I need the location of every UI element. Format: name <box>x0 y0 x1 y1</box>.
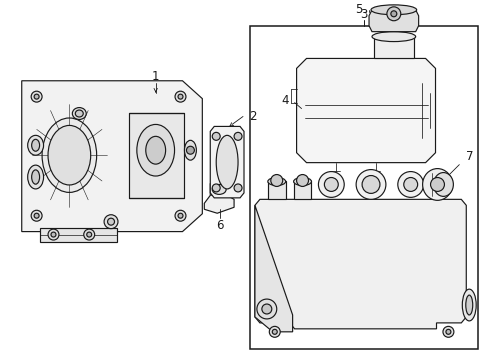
Circle shape <box>234 184 242 192</box>
Polygon shape <box>21 81 202 231</box>
Circle shape <box>390 11 396 17</box>
Circle shape <box>234 132 242 140</box>
Circle shape <box>212 132 220 140</box>
Circle shape <box>175 210 185 221</box>
Circle shape <box>272 329 277 334</box>
Circle shape <box>324 177 338 192</box>
Text: 4: 4 <box>281 94 288 107</box>
Ellipse shape <box>293 177 311 185</box>
Polygon shape <box>204 184 234 213</box>
Text: 1: 1 <box>152 70 159 83</box>
Circle shape <box>269 327 280 337</box>
Circle shape <box>262 304 271 314</box>
Bar <box>129 113 184 198</box>
Ellipse shape <box>433 172 452 196</box>
Polygon shape <box>368 10 418 32</box>
Ellipse shape <box>465 295 472 315</box>
Bar <box>249 26 477 349</box>
Circle shape <box>445 329 450 334</box>
Circle shape <box>403 177 417 192</box>
Circle shape <box>83 229 95 240</box>
Ellipse shape <box>216 135 238 189</box>
Circle shape <box>107 218 114 225</box>
Polygon shape <box>254 199 466 329</box>
Ellipse shape <box>137 125 174 176</box>
Bar <box>40 228 117 242</box>
Circle shape <box>386 7 400 21</box>
Ellipse shape <box>28 135 43 155</box>
Ellipse shape <box>32 170 40 184</box>
Circle shape <box>186 146 194 154</box>
Ellipse shape <box>267 177 285 185</box>
Ellipse shape <box>422 168 451 201</box>
Circle shape <box>178 94 183 99</box>
Ellipse shape <box>184 140 196 160</box>
Circle shape <box>442 327 453 337</box>
Circle shape <box>270 175 282 186</box>
Circle shape <box>397 172 423 197</box>
Polygon shape <box>296 58 435 163</box>
Text: 3: 3 <box>360 8 367 21</box>
Text: 7: 7 <box>465 150 472 163</box>
Polygon shape <box>254 205 292 332</box>
Ellipse shape <box>461 289 475 321</box>
Ellipse shape <box>72 108 86 120</box>
Circle shape <box>256 299 276 319</box>
Text: 2: 2 <box>249 110 256 123</box>
Circle shape <box>34 213 39 218</box>
Ellipse shape <box>212 184 225 194</box>
Ellipse shape <box>42 118 97 192</box>
Circle shape <box>296 175 308 186</box>
Circle shape <box>31 91 42 102</box>
Bar <box>267 181 285 199</box>
Ellipse shape <box>28 165 43 189</box>
Ellipse shape <box>145 136 165 164</box>
Circle shape <box>31 210 42 221</box>
Ellipse shape <box>75 110 83 117</box>
Text: 6: 6 <box>216 219 224 231</box>
Bar <box>373 37 413 58</box>
Ellipse shape <box>48 125 90 185</box>
Ellipse shape <box>370 5 416 15</box>
Circle shape <box>355 170 385 199</box>
Bar <box>293 181 311 199</box>
Circle shape <box>318 172 344 197</box>
Circle shape <box>175 91 185 102</box>
Circle shape <box>429 177 444 192</box>
Text: 5: 5 <box>355 3 362 16</box>
Circle shape <box>34 94 39 99</box>
Circle shape <box>48 229 59 240</box>
Circle shape <box>212 184 220 192</box>
Ellipse shape <box>371 32 415 41</box>
Circle shape <box>51 232 56 237</box>
Polygon shape <box>210 126 244 198</box>
Circle shape <box>104 215 118 229</box>
Circle shape <box>178 213 183 218</box>
Circle shape <box>361 176 379 193</box>
Circle shape <box>86 232 92 237</box>
Ellipse shape <box>32 139 40 151</box>
